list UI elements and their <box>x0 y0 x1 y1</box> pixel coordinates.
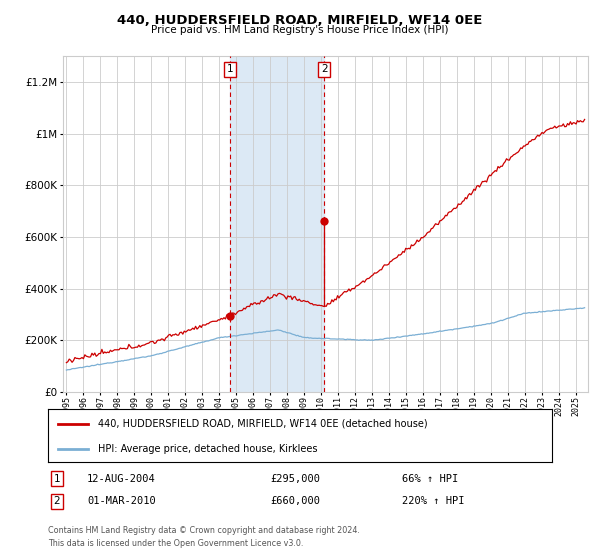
Text: 12-AUG-2004: 12-AUG-2004 <box>87 474 156 484</box>
Text: Price paid vs. HM Land Registry's House Price Index (HPI): Price paid vs. HM Land Registry's House … <box>151 25 449 35</box>
Text: 01-MAR-2010: 01-MAR-2010 <box>87 496 156 506</box>
Text: 1: 1 <box>53 474 61 484</box>
Text: 440, HUDDERSFIELD ROAD, MIRFIELD, WF14 0EE (detached house): 440, HUDDERSFIELD ROAD, MIRFIELD, WF14 0… <box>98 419 428 429</box>
Text: £295,000: £295,000 <box>270 474 320 484</box>
Text: Contains HM Land Registry data © Crown copyright and database right 2024.: Contains HM Land Registry data © Crown c… <box>48 526 360 535</box>
Text: 440, HUDDERSFIELD ROAD, MIRFIELD, WF14 0EE: 440, HUDDERSFIELD ROAD, MIRFIELD, WF14 0… <box>118 14 482 27</box>
Text: 220% ↑ HPI: 220% ↑ HPI <box>402 496 464 506</box>
Text: 2: 2 <box>321 64 328 74</box>
Text: 66% ↑ HPI: 66% ↑ HPI <box>402 474 458 484</box>
Text: 1: 1 <box>226 64 233 74</box>
Text: This data is licensed under the Open Government Licence v3.0.: This data is licensed under the Open Gov… <box>48 539 304 548</box>
Bar <box>230 56 324 392</box>
Text: HPI: Average price, detached house, Kirklees: HPI: Average price, detached house, Kirk… <box>98 444 318 454</box>
Text: £660,000: £660,000 <box>270 496 320 506</box>
Text: 2: 2 <box>53 496 61 506</box>
